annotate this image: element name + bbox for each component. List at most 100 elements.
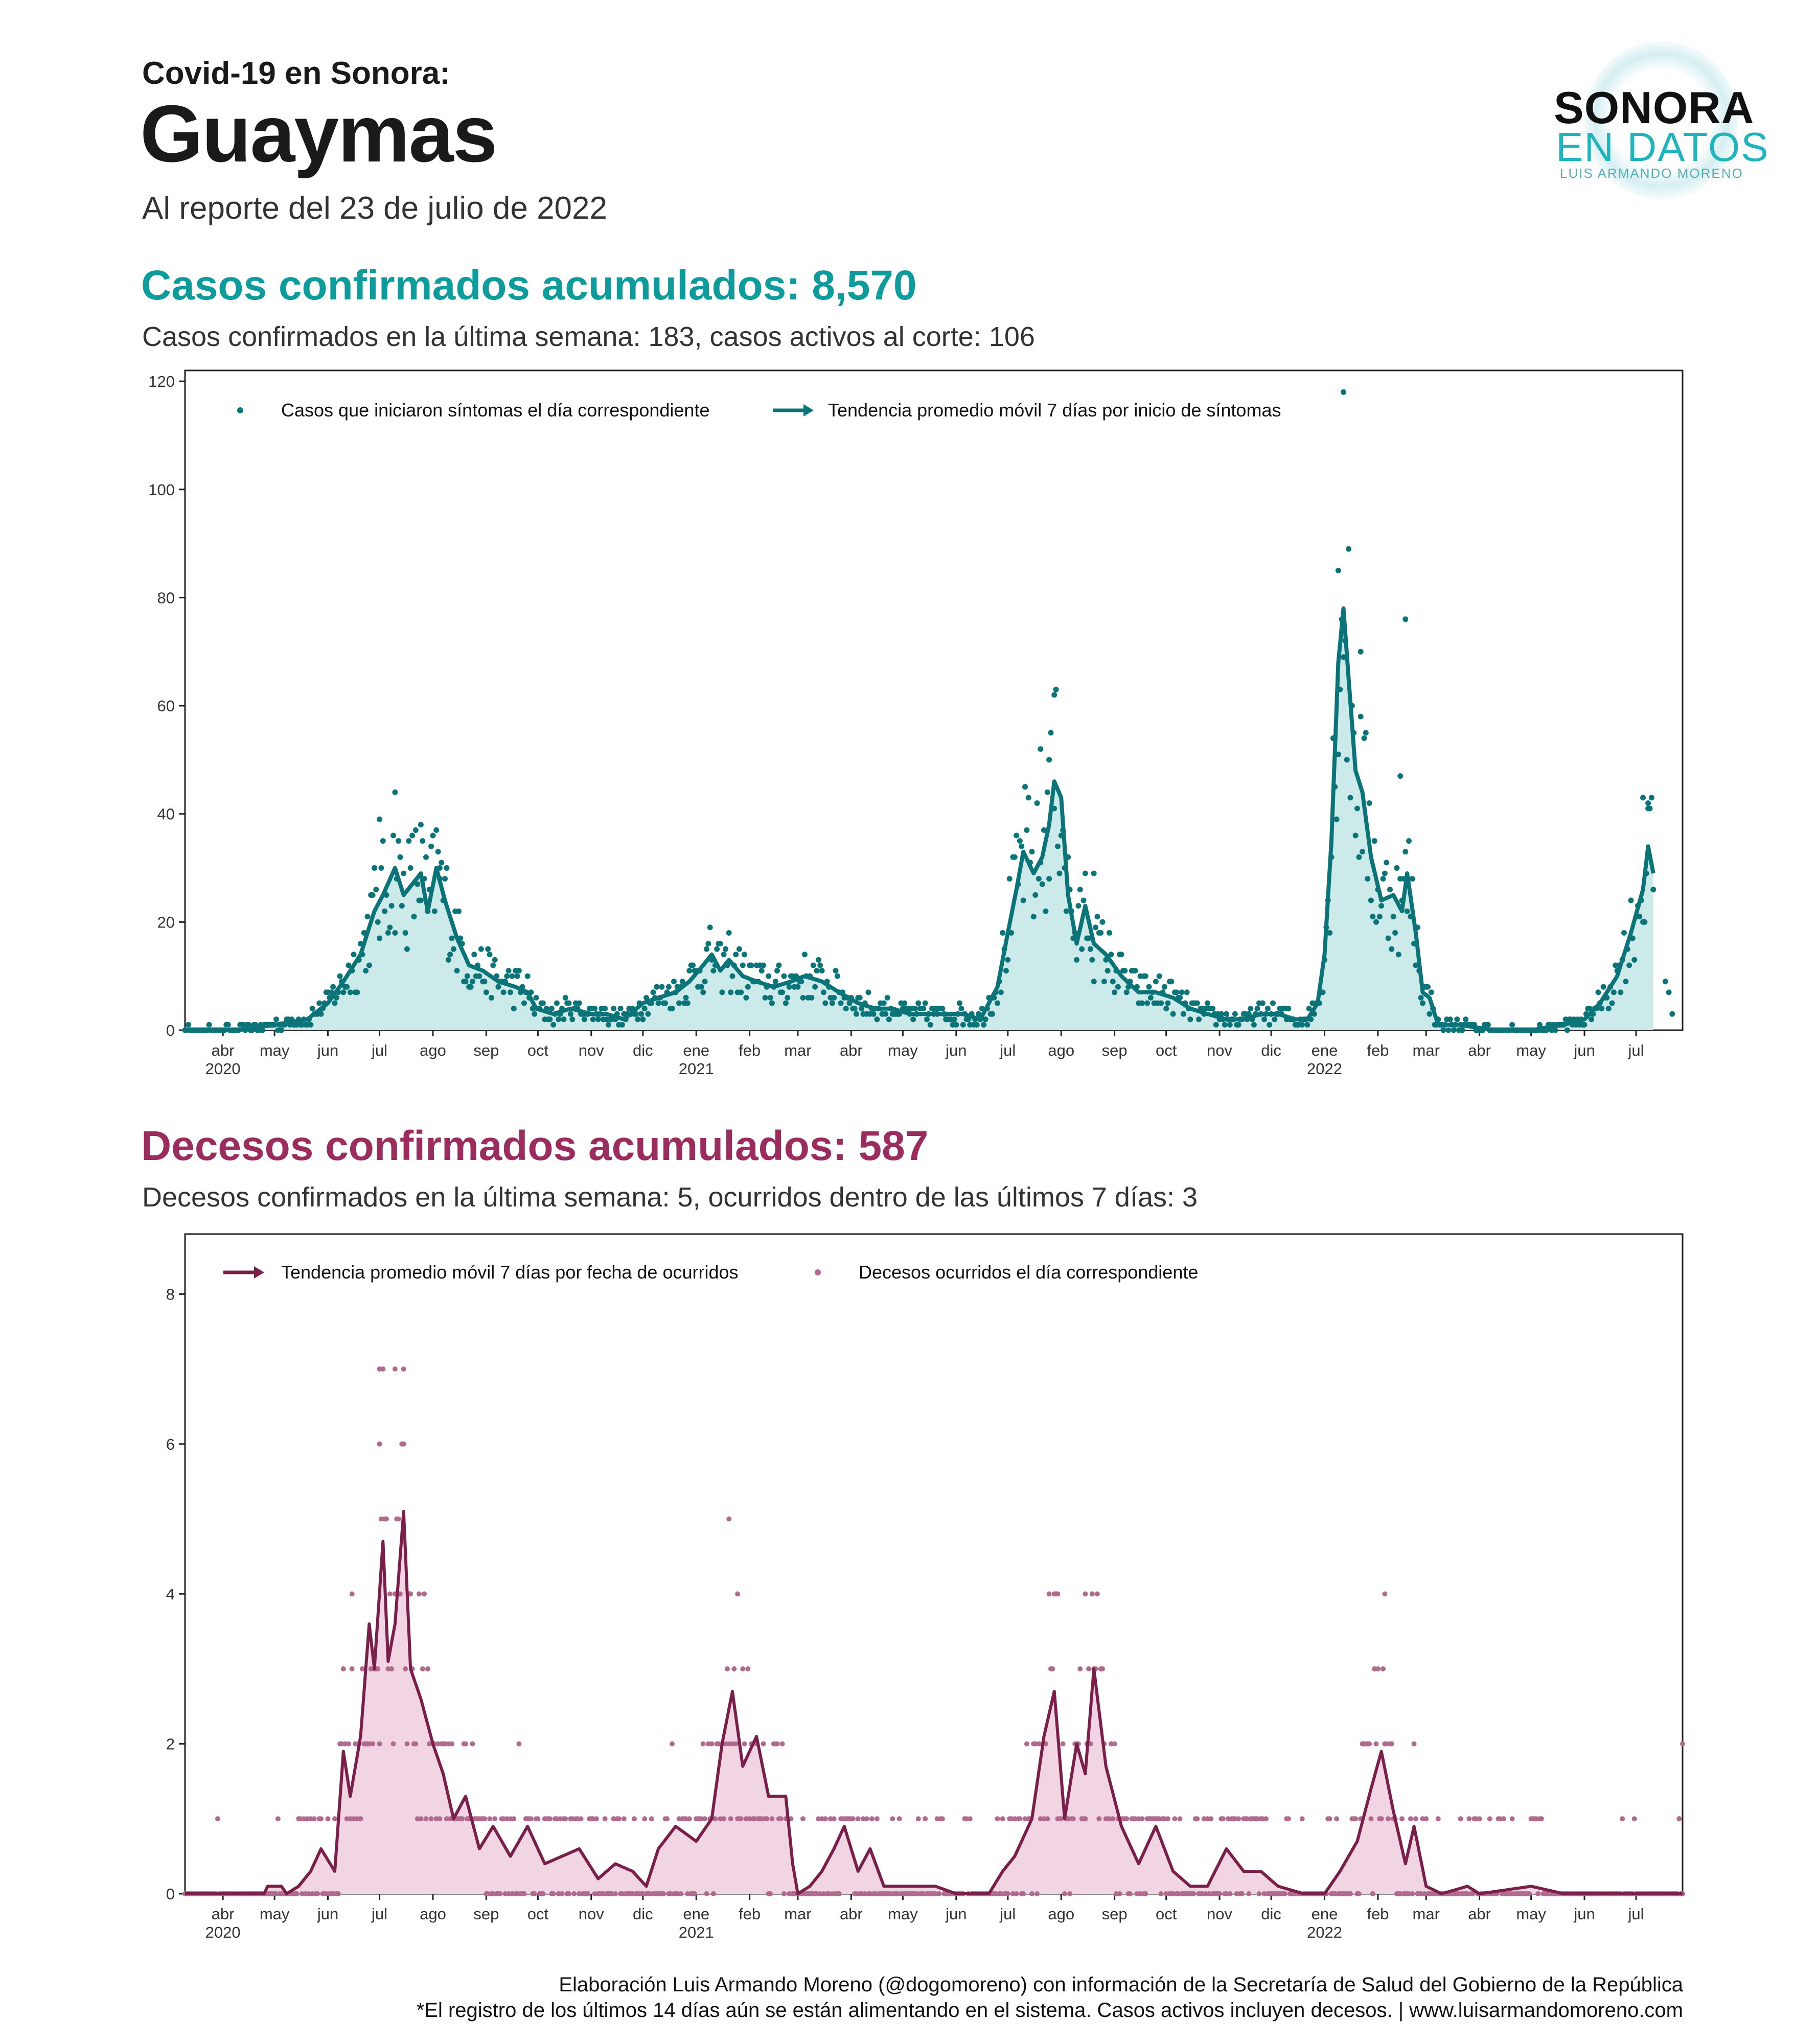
daily-point — [738, 1816, 744, 1822]
daily-point — [678, 1891, 683, 1896]
daily-point — [1100, 1666, 1105, 1671]
daily-point — [1060, 1741, 1066, 1747]
x-year-label: 2022 — [1307, 1060, 1342, 1078]
daily-point — [990, 1011, 995, 1017]
daily-point — [772, 979, 778, 985]
daily-point — [766, 973, 772, 979]
daily-point — [1454, 1016, 1460, 1023]
daily-point — [717, 941, 723, 947]
daily-point — [1086, 1666, 1092, 1671]
daily-point — [566, 1891, 571, 1896]
daily-point — [332, 1000, 338, 1006]
daily-point — [1011, 854, 1018, 860]
cases-subheading: Casos confirmados en la última semana: 1… — [142, 321, 1035, 352]
outlier-point — [377, 1366, 382, 1372]
x-tick-label: jul — [371, 1041, 387, 1059]
daily-point — [874, 1016, 880, 1023]
daily-point — [922, 1000, 928, 1006]
x-tick-label: may — [1516, 1041, 1546, 1059]
y-tick-label: 2 — [166, 1735, 175, 1753]
x-tick-label: abr — [212, 1905, 235, 1923]
daily-point — [874, 1816, 880, 1822]
daily-point — [1132, 968, 1138, 974]
daily-point — [1609, 1000, 1615, 1006]
daily-point — [337, 973, 343, 979]
x-year-label: 2021 — [679, 1060, 714, 1078]
daily-point — [1118, 951, 1124, 958]
daily-point — [1080, 897, 1087, 903]
daily-point — [783, 1000, 789, 1006]
daily-point — [881, 1000, 887, 1006]
daily-point — [870, 1011, 877, 1017]
daily-point — [481, 979, 488, 985]
daily-point — [724, 1666, 730, 1671]
daily-point — [490, 962, 496, 968]
daily-point — [910, 1016, 916, 1023]
daily-point — [1056, 870, 1063, 876]
daily-point — [430, 832, 436, 839]
daily-point — [1386, 1816, 1391, 1822]
daily-point — [316, 1000, 323, 1006]
x-tick-label: dic — [1261, 1905, 1281, 1923]
daily-point — [563, 1816, 568, 1822]
daily-point — [707, 924, 713, 931]
daily-point — [1353, 1816, 1359, 1822]
daily-point — [1227, 1021, 1233, 1028]
daily-point — [1153, 979, 1159, 985]
daily-point — [1378, 903, 1385, 909]
daily-point — [641, 1006, 648, 1012]
daily-point — [1059, 1816, 1064, 1822]
daily-point — [748, 962, 754, 968]
daily-point — [433, 827, 440, 833]
daily-point — [731, 1666, 737, 1671]
outlier-point — [1038, 746, 1044, 752]
daily-point — [822, 1000, 829, 1006]
daily-point — [1370, 1891, 1375, 1896]
daily-point — [449, 935, 455, 941]
daily-point — [927, 1021, 933, 1028]
daily-point — [865, 989, 871, 995]
daily-point — [1631, 957, 1638, 963]
daily-point — [939, 1816, 945, 1822]
daily-point — [590, 1016, 596, 1023]
daily-point — [585, 1891, 591, 1896]
daily-point — [1091, 979, 1097, 985]
daily-point — [311, 1816, 317, 1822]
daily-point — [358, 1816, 363, 1822]
daily-point — [915, 1000, 922, 1006]
cases-heading: Casos confirmados acumulados: 8,570 — [141, 262, 917, 309]
legend: Tendencia promedio móvil 7 días por fech… — [223, 1262, 1198, 1283]
daily-point — [309, 1006, 315, 1012]
daily-point — [1348, 1891, 1353, 1896]
x-year-label: 2022 — [1307, 1923, 1342, 1941]
daily-point — [1552, 1027, 1558, 1033]
daily-point — [497, 1891, 503, 1896]
daily-point — [340, 989, 347, 995]
daily-point — [532, 1011, 538, 1017]
daily-point — [1041, 827, 1047, 833]
outlier-point — [1640, 795, 1646, 801]
x-tick-label: jul — [371, 1905, 387, 1923]
x-tick-label: ago — [1048, 1041, 1074, 1059]
daily-point — [463, 979, 469, 985]
daily-point — [1045, 1816, 1050, 1822]
outlier-point — [377, 1441, 382, 1447]
daily-point — [1187, 1016, 1193, 1023]
daily-point — [1423, 1816, 1429, 1822]
daily-point — [692, 1891, 697, 1896]
daily-point — [1459, 1027, 1465, 1033]
daily-point — [1390, 914, 1396, 920]
daily-point — [686, 1816, 692, 1822]
daily-point — [1112, 1741, 1117, 1747]
daily-point — [769, 1000, 775, 1006]
daily-point — [366, 962, 372, 968]
daily-point — [1208, 1816, 1214, 1822]
daily-point — [409, 832, 416, 839]
daily-point — [1143, 1891, 1148, 1896]
daily-point — [1074, 957, 1079, 963]
daily-point — [595, 1016, 601, 1023]
daily-point — [401, 1366, 406, 1372]
daily-point — [902, 1000, 908, 1006]
daily-point — [1618, 989, 1624, 995]
